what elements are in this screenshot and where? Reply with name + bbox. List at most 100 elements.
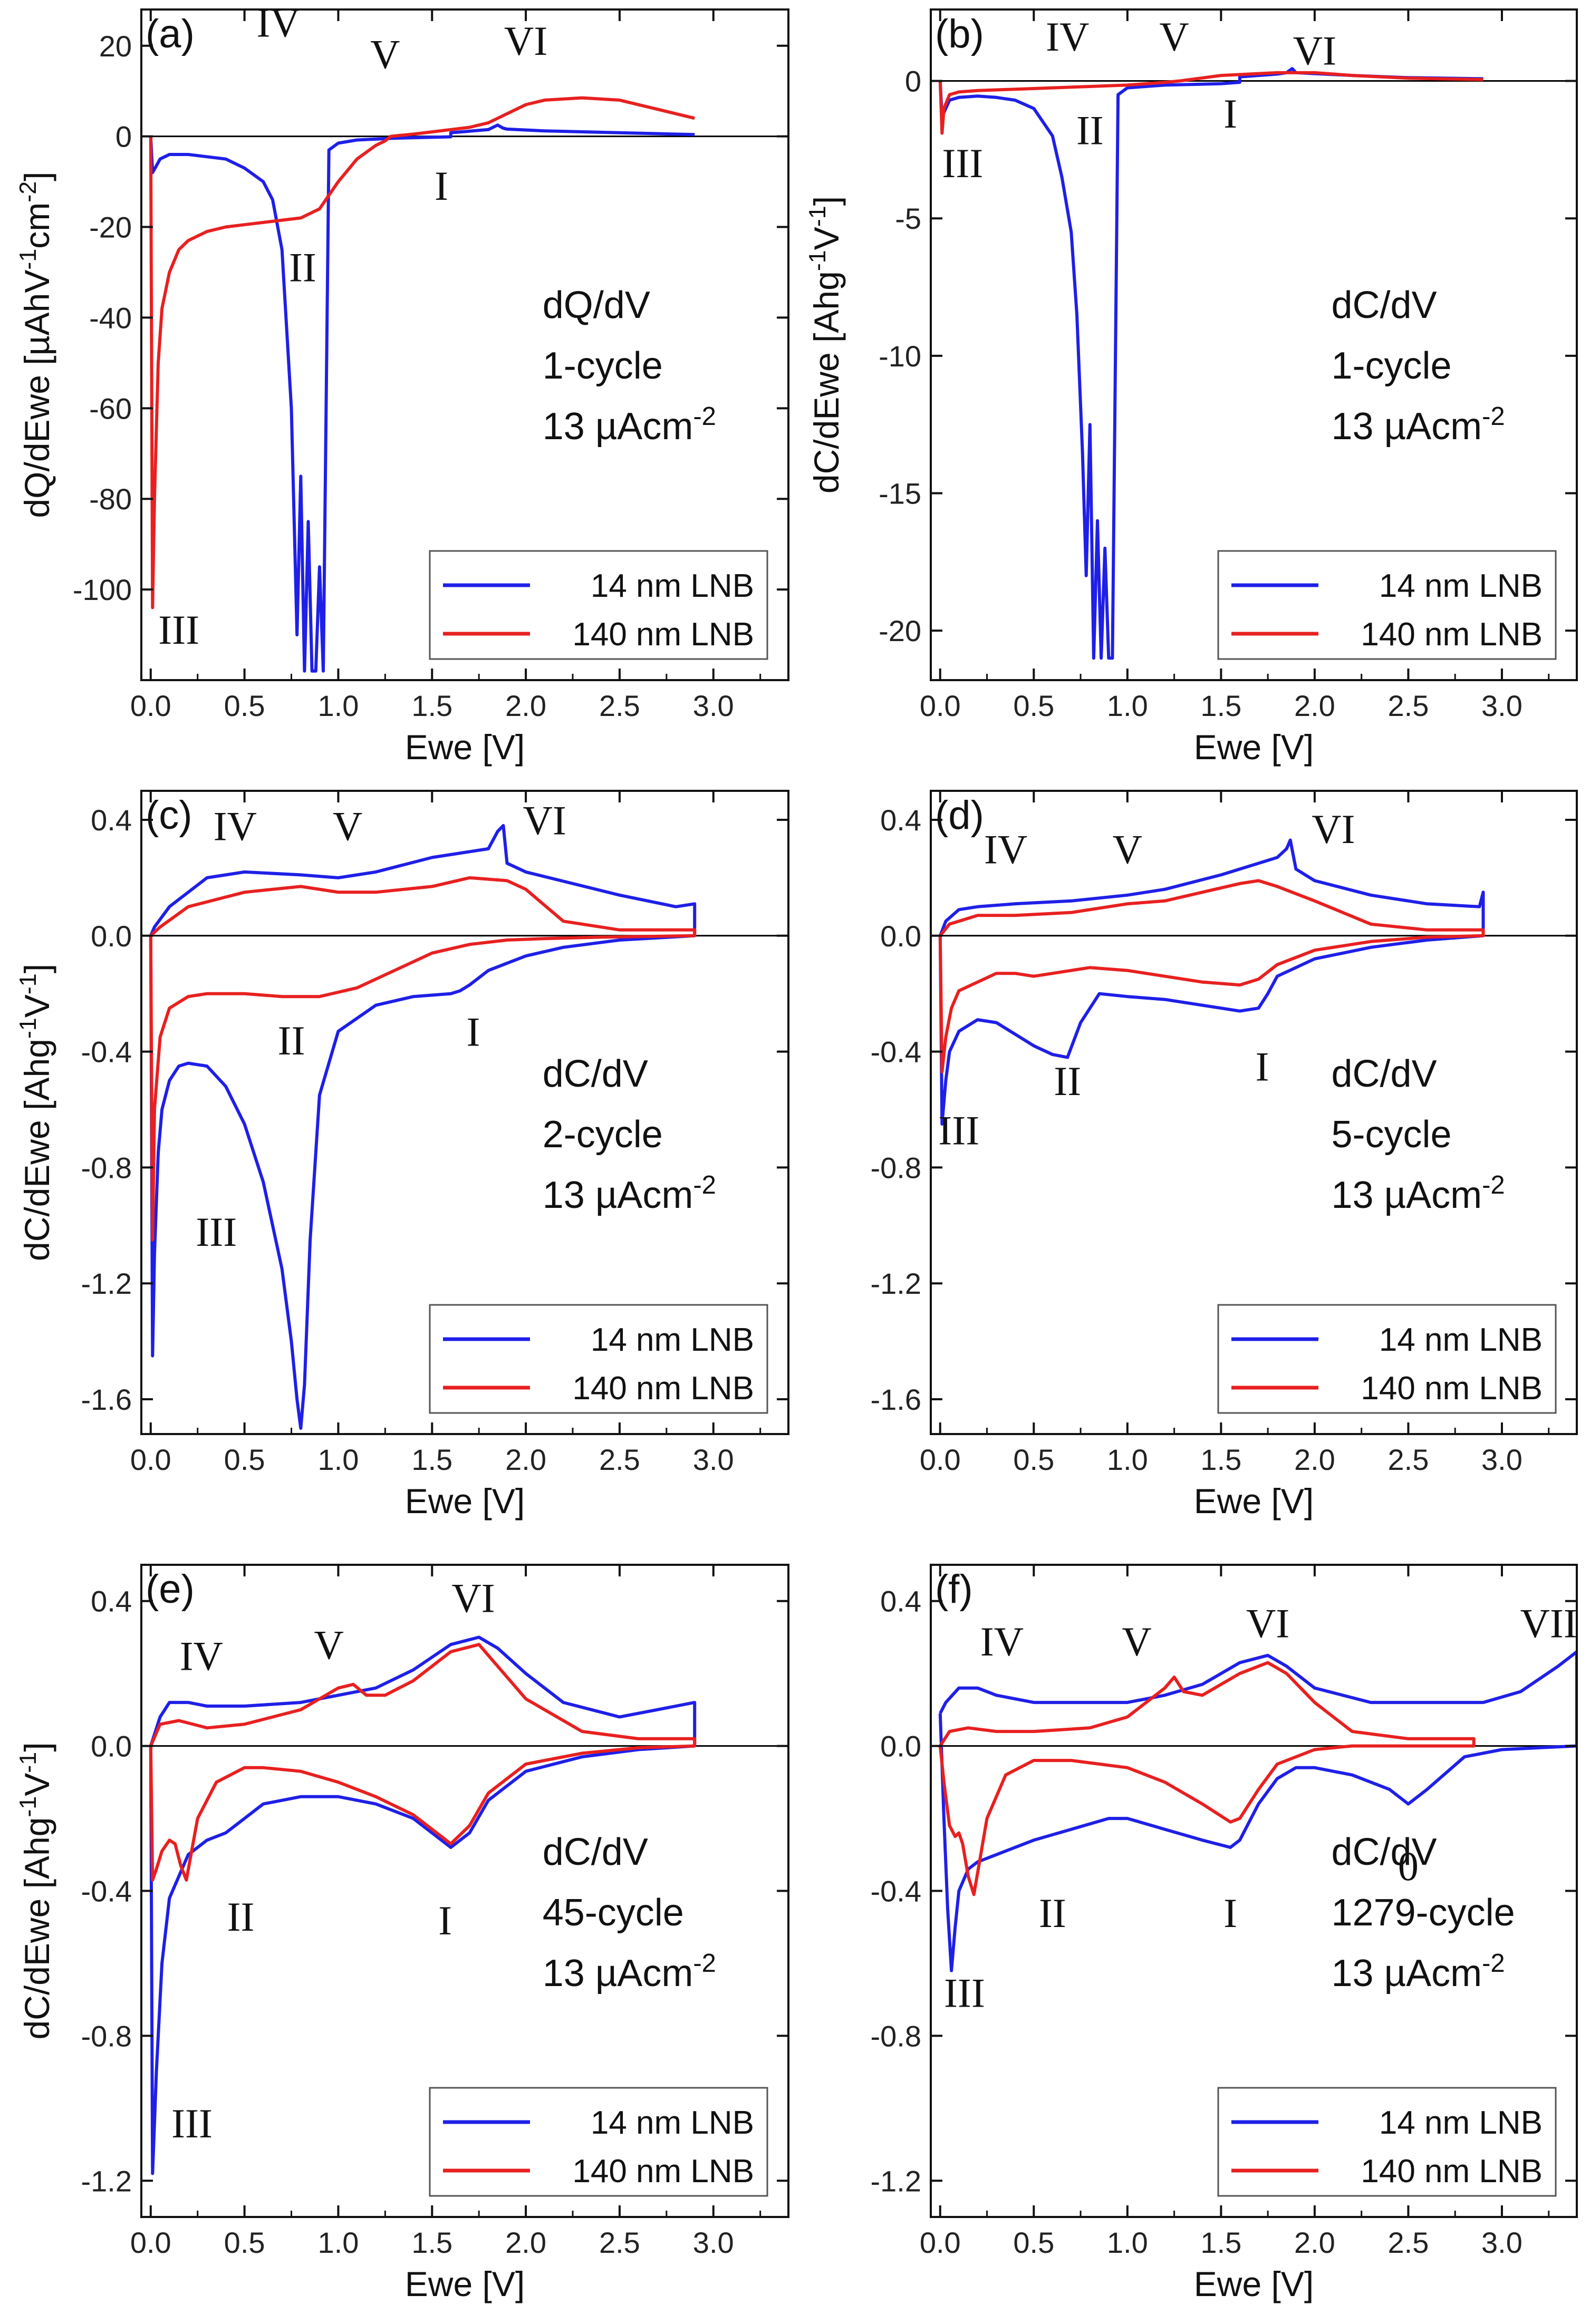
- y-axis-label: dC/dEwe [Ahg-1V-1]: [14, 1742, 57, 2039]
- y-tick-label: -1.6: [81, 1383, 132, 1416]
- y-axis-label-part: ]: [17, 1742, 56, 1751]
- panel-a: 0.0 0.5 1.0 1.5 2.0 2.5 3.0 20 0 -20 -40 -60 -80 -100…: [14, 0, 789, 767]
- x-tick-label: 2.5: [599, 1443, 640, 1476]
- peak-label: IV: [214, 803, 257, 849]
- x-tick-label: 2.0: [505, 2226, 546, 2259]
- annotation-line: 5-cycle: [1332, 1113, 1452, 1156]
- peak-label: II: [1076, 107, 1104, 153]
- annotation-rate-part: -2: [693, 1171, 716, 1199]
- legend-label: 140 nm LNB: [1361, 2153, 1543, 2190]
- y-axis-label-part: ]: [807, 196, 846, 206]
- y-axis-label-part: ]: [17, 171, 56, 181]
- y-tick-label: 0.0: [91, 919, 132, 953]
- y-axis-label-part: V: [17, 1773, 56, 1796]
- x-tick-label: 3.0: [693, 1443, 734, 1476]
- legend-label: 140 nm LNB: [1361, 616, 1543, 653]
- peak-label: VI: [523, 797, 566, 843]
- legend-label: 14 nm LNB: [1379, 568, 1543, 604]
- legend: 14 nm LNB 140 nm LNB: [1217, 550, 1557, 660]
- x-tick-label: 1.5: [1200, 1443, 1241, 1476]
- x-tick-label: 0.0: [130, 1443, 171, 1476]
- peak-label: III: [942, 140, 983, 186]
- y-tick-label: -100: [73, 573, 132, 606]
- y-tick-label: -1.2: [81, 1267, 132, 1300]
- y-tick-label: -5: [895, 202, 921, 235]
- y-axis-label-part: -1: [804, 250, 831, 271]
- peak-label: II: [1039, 1890, 1066, 1936]
- y-axis-label-part: V: [807, 227, 846, 250]
- series-line-14nm: [149, 824, 697, 1430]
- peak-label: II: [227, 1894, 255, 1940]
- x-axis-label: Ewe [V]: [1194, 1481, 1314, 1521]
- annotation-rate: 13 µAcm-2: [543, 1949, 716, 1994]
- y-tick-label: 0: [905, 65, 921, 98]
- annotation-rate: 13 µAcm-2: [1332, 402, 1505, 448]
- peak-label: I: [1223, 91, 1237, 137]
- annotation-rate: 13 µAcm-2: [543, 1171, 716, 1216]
- y-tick-label: 0.4: [880, 803, 921, 837]
- x-tick-label: 1.0: [318, 689, 359, 722]
- y-tick-label: -60: [89, 392, 132, 425]
- x-tick-label: 0.5: [1013, 1443, 1054, 1476]
- x-tick-label: 1.0: [1107, 2226, 1148, 2259]
- legend-label: 140 nm LNB: [572, 616, 754, 653]
- annotation-line: dC/dV: [543, 1053, 648, 1095]
- series-line-140nm: [938, 71, 1483, 135]
- y-tick-label: -0.8: [871, 1151, 922, 1184]
- y-axis-label-part: -1: [14, 1796, 41, 1817]
- legend-box: [1217, 2087, 1557, 2197]
- series-line-140nm: [938, 1661, 1476, 1896]
- y-tick-label: -0.4: [81, 1035, 132, 1069]
- annotation-rate: 13 µAcm-2: [1332, 1949, 1505, 1994]
- y-tick-label: 0: [115, 120, 132, 153]
- x-tick-label: 2.5: [599, 2226, 640, 2259]
- peak-label: V: [370, 32, 400, 78]
- panel-b: 0.0 0.5 1.0 1.5 2.0 2.5 3.0 0 -5 -10 -15 -20 Ewe [V]…: [804, 8, 1578, 767]
- annotation-line: 1-cycle: [1332, 345, 1452, 387]
- peak-label: II: [1054, 1058, 1081, 1104]
- y-axis-label-part: dC/dEwe [Ahg: [17, 1039, 56, 1261]
- y-axis-label-part: ]: [17, 964, 56, 973]
- x-axis-label: Ewe [V]: [405, 728, 525, 767]
- x-tick-label: 1.5: [411, 689, 452, 722]
- series-line-140nm: [149, 876, 697, 1242]
- x-tick-label: 1.0: [1107, 1443, 1148, 1476]
- y-tick-label: 0.0: [880, 1730, 921, 1763]
- annotation-rate-part: -2: [693, 1949, 716, 1978]
- x-tick-label: 0.5: [224, 2226, 265, 2259]
- annotation-rate-part: 13 µAcm: [543, 1952, 693, 1994]
- y-axis-label-part: V: [17, 994, 56, 1018]
- x-tick-label: 2.5: [1388, 2226, 1429, 2259]
- peak-label: I: [1223, 1890, 1237, 1936]
- y-axis-label: dQ/dEwe [µAhV-1cm-2]: [14, 171, 57, 518]
- annotation-line: dQ/dV: [543, 284, 650, 326]
- annotation-line: dC/dV: [1332, 1053, 1437, 1095]
- legend-label: 140 nm LNB: [572, 2153, 754, 2190]
- y-axis-label-part: dC/dEwe [Ahg: [17, 1817, 56, 2040]
- y-tick-label: -1.2: [871, 1267, 922, 1300]
- annotation-line: dC/dV: [1332, 1831, 1437, 1873]
- panel-label: (c): [146, 793, 192, 838]
- plot-frame: [930, 790, 1578, 1435]
- x-tick-label: 0.0: [130, 2226, 171, 2259]
- annotation-rate-part: -2: [1482, 402, 1505, 431]
- y-tick-label: 20: [99, 30, 132, 63]
- peak-label: VI: [451, 1575, 495, 1621]
- y-tick-label: -0.4: [871, 1875, 922, 1908]
- legend-label: 14 nm LNB: [1379, 2105, 1543, 2141]
- x-tick-label: 2.0: [1294, 689, 1335, 722]
- y-tick-label: -0.4: [871, 1035, 922, 1069]
- x-tick-label: 2.0: [1294, 1443, 1335, 1476]
- legend-label: 14 nm LNB: [591, 568, 754, 604]
- legend-box: [429, 2087, 768, 2197]
- plot-frame: [930, 8, 1578, 681]
- y-tick-label: 0.0: [91, 1730, 132, 1763]
- y-tick-label: -80: [89, 482, 132, 516]
- peak-label: III: [938, 1107, 979, 1153]
- peak-label: II: [289, 245, 316, 290]
- legend-box: [1217, 550, 1557, 660]
- series-line-140nm: [149, 1643, 697, 1882]
- x-axis-label: Ewe [V]: [405, 1481, 525, 1521]
- y-tick-label: -0.8: [81, 2019, 132, 2052]
